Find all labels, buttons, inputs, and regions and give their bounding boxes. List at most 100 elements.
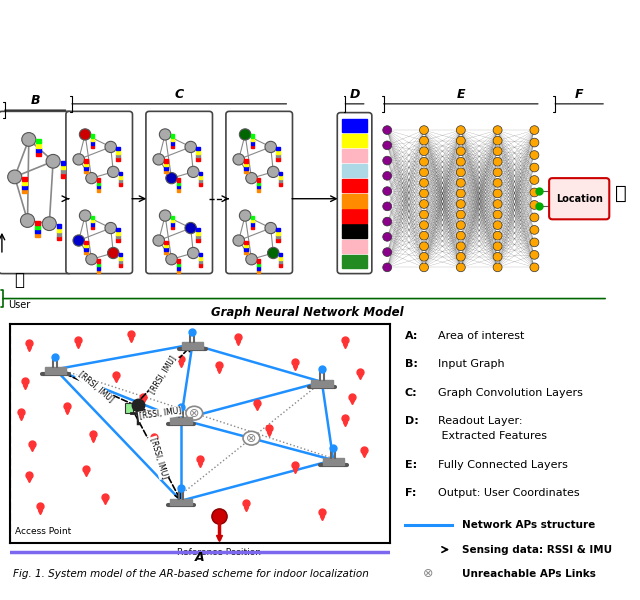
Bar — [164, 241, 168, 244]
Bar — [276, 154, 280, 157]
Circle shape — [456, 168, 465, 176]
Bar — [196, 238, 200, 242]
Circle shape — [493, 147, 502, 155]
Text: Area of interest: Area of interest — [438, 331, 524, 341]
Bar — [119, 253, 122, 256]
Circle shape — [530, 263, 539, 272]
Bar — [251, 226, 254, 229]
Text: E:: E: — [404, 460, 417, 470]
Bar — [279, 172, 282, 175]
Circle shape — [456, 263, 465, 272]
Bar — [196, 232, 200, 235]
Circle shape — [493, 242, 502, 251]
Bar — [164, 166, 168, 170]
Bar — [244, 251, 248, 254]
Bar — [57, 228, 61, 232]
Bar — [36, 148, 41, 152]
Text: 📍: 📍 — [615, 184, 627, 203]
Circle shape — [383, 248, 392, 256]
Circle shape — [105, 142, 116, 152]
Circle shape — [268, 166, 279, 178]
Bar — [244, 170, 248, 173]
Circle shape — [420, 179, 429, 187]
Circle shape — [493, 200, 502, 208]
Bar — [199, 263, 202, 267]
Bar — [196, 228, 200, 232]
Text: B:: B: — [404, 359, 418, 369]
Bar — [84, 160, 88, 163]
Bar — [257, 188, 260, 192]
Bar — [342, 149, 367, 162]
Text: Graph Convolution Layers: Graph Convolution Layers — [438, 388, 583, 398]
Bar — [116, 238, 120, 242]
Bar — [177, 259, 180, 263]
Bar — [36, 143, 41, 148]
Bar — [116, 232, 120, 235]
Bar — [251, 145, 254, 148]
Bar — [97, 266, 100, 269]
Circle shape — [185, 142, 196, 152]
Circle shape — [188, 166, 199, 178]
Bar — [84, 244, 88, 247]
Bar — [61, 173, 65, 178]
Bar — [171, 226, 174, 229]
FancyBboxPatch shape — [0, 112, 72, 274]
Circle shape — [456, 210, 465, 219]
Text: Extracted Features: Extracted Features — [438, 431, 547, 442]
Bar — [22, 189, 27, 193]
Text: [RRSI, IMU]: [RRSI, IMU] — [76, 370, 115, 404]
Bar — [199, 260, 202, 263]
Text: Access Point: Access Point — [15, 527, 72, 536]
Circle shape — [239, 210, 251, 221]
Bar — [22, 177, 27, 181]
Bar — [251, 142, 254, 145]
Circle shape — [153, 235, 164, 246]
Bar — [84, 166, 88, 170]
Bar — [177, 185, 180, 188]
Bar — [177, 266, 180, 269]
Bar — [177, 263, 180, 266]
Text: F: F — [575, 88, 584, 101]
Bar — [97, 182, 100, 185]
Bar — [84, 247, 88, 251]
Circle shape — [246, 254, 257, 265]
Circle shape — [79, 129, 91, 140]
Circle shape — [383, 156, 392, 165]
Bar — [342, 134, 367, 147]
Bar — [119, 172, 122, 175]
Bar — [97, 185, 100, 188]
Circle shape — [530, 176, 539, 184]
FancyBboxPatch shape — [337, 113, 372, 274]
Circle shape — [456, 157, 465, 166]
FancyBboxPatch shape — [66, 112, 132, 274]
Circle shape — [420, 221, 429, 229]
Circle shape — [456, 242, 465, 251]
Bar — [257, 266, 260, 269]
Bar — [116, 228, 120, 232]
Circle shape — [493, 189, 502, 198]
Bar — [164, 163, 168, 166]
Circle shape — [265, 142, 276, 152]
Bar — [251, 219, 254, 223]
Bar — [257, 182, 260, 185]
Bar — [91, 134, 94, 138]
Bar — [36, 139, 41, 143]
Text: User: User — [8, 300, 30, 310]
Bar — [91, 223, 94, 226]
Bar — [251, 134, 254, 138]
Bar — [91, 142, 94, 145]
Circle shape — [456, 179, 465, 187]
Circle shape — [383, 141, 392, 150]
Circle shape — [153, 154, 164, 165]
Bar — [276, 147, 280, 151]
Bar — [199, 253, 202, 256]
Bar — [170, 499, 191, 505]
Bar — [57, 236, 61, 240]
Circle shape — [265, 223, 276, 233]
Text: Unreachable APs Links: Unreachable APs Links — [461, 569, 595, 578]
Circle shape — [46, 154, 60, 168]
Bar — [61, 169, 65, 173]
Bar — [199, 182, 202, 185]
Bar — [311, 380, 333, 386]
Circle shape — [108, 166, 119, 178]
